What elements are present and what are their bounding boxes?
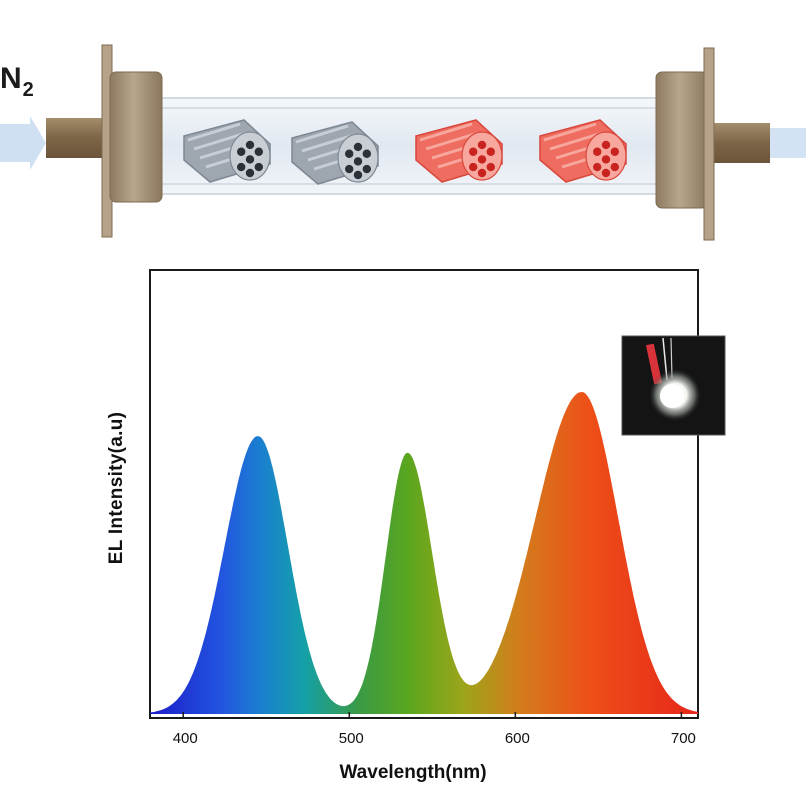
inset-led-photo — [621, 335, 726, 436]
x-tick-label: 700 — [670, 730, 696, 747]
x-axis-ticks — [182, 712, 683, 718]
el-spectrum-chart — [149, 269, 726, 719]
x-tick-label: 500 — [338, 730, 364, 747]
gray-pellet — [183, 119, 271, 183]
x-axis-label: Wavelength(nm) — [339, 762, 487, 783]
red-pellet — [415, 119, 503, 183]
right-flange-plate — [703, 47, 715, 241]
gas-inlet-arrow — [0, 116, 46, 170]
outlet-nozzle — [712, 123, 770, 163]
tube-furnace-illustration — [0, 44, 806, 241]
x-tick-label: 400 — [172, 730, 198, 747]
right-flange — [655, 71, 709, 209]
x-tick-label: 600 — [504, 730, 530, 747]
gray-pellet — [291, 121, 379, 185]
nitrogen-label: N2 — [0, 62, 34, 101]
inlet-nozzle — [46, 118, 104, 158]
gas-outlet-arrow — [768, 128, 806, 158]
spectrum-area — [150, 392, 698, 714]
left-flange — [109, 71, 163, 203]
sample-pellets — [183, 119, 627, 185]
y-axis-label: EL Intensity(a.u) — [106, 411, 127, 565]
red-pellet — [539, 119, 627, 183]
